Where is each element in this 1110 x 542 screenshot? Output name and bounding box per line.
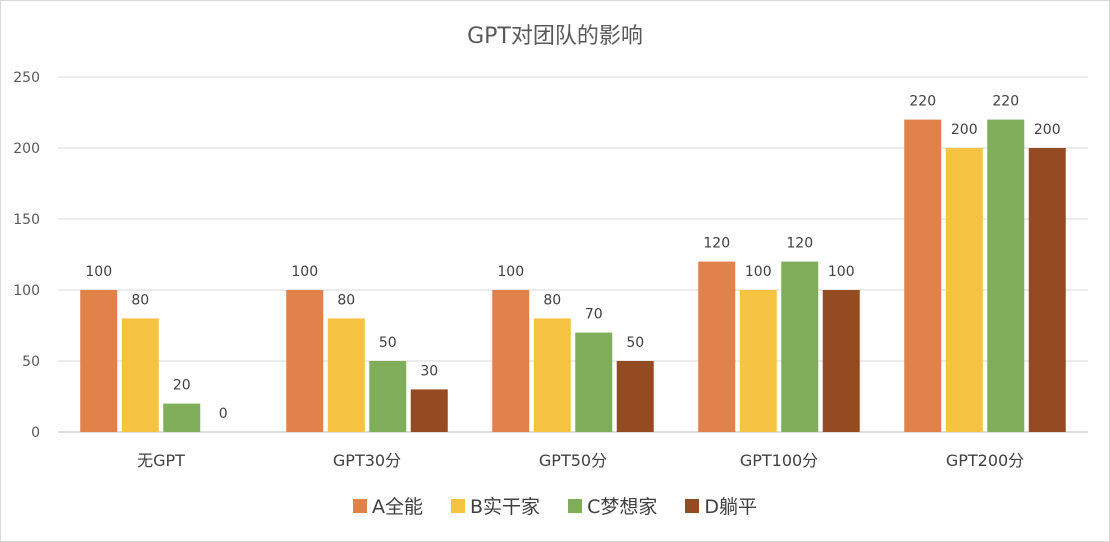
legend-item: D躺平 <box>685 492 757 519</box>
y-tick-label: 50 <box>22 354 40 370</box>
legend-swatch <box>685 498 700 513</box>
bar <box>575 332 613 432</box>
x-category-label: GPT100分 <box>740 451 818 470</box>
data-label: 20 <box>173 378 191 394</box>
data-label: 70 <box>585 307 603 323</box>
legend-swatch <box>353 498 368 513</box>
y-tick-label: 200 <box>13 141 40 157</box>
data-label: 50 <box>626 335 644 351</box>
data-label: 220 <box>992 94 1019 110</box>
y-tick-label: 100 <box>13 283 40 299</box>
data-label: 200 <box>1034 122 1061 138</box>
data-label: 120 <box>786 236 813 252</box>
bar <box>945 148 983 432</box>
data-label: 220 <box>909 94 936 110</box>
data-label: 0 <box>219 406 228 422</box>
y-tick-label: 0 <box>31 425 40 441</box>
x-category-label: GPT50分 <box>539 451 607 470</box>
bar <box>121 318 159 432</box>
bar <box>80 290 118 432</box>
legend-label: A全能 <box>372 496 424 518</box>
bar <box>781 261 819 432</box>
x-category-label: GPT200分 <box>946 451 1024 470</box>
legend-swatch <box>451 498 466 513</box>
data-label: 200 <box>951 122 978 138</box>
data-label: 80 <box>131 292 149 308</box>
data-label: 100 <box>828 264 855 280</box>
data-label: 100 <box>291 264 318 280</box>
bar <box>533 318 571 432</box>
y-tick-label: 250 <box>13 70 40 86</box>
legend-item: C梦想家 <box>568 492 657 519</box>
bar <box>822 290 860 432</box>
legend-label: D躺平 <box>704 496 757 518</box>
legend-label: B实干家 <box>470 496 541 518</box>
chart-title: GPT对团队的影响 <box>467 24 643 49</box>
bar <box>616 361 654 432</box>
bar <box>327 318 365 432</box>
data-label: 80 <box>543 292 561 308</box>
data-label: 50 <box>379 335 397 351</box>
legend-item: B实干家 <box>451 492 540 519</box>
data-label: 100 <box>497 264 524 280</box>
bar <box>369 361 407 432</box>
x-category-label: 无GPT <box>137 451 185 470</box>
data-label: 100 <box>85 264 112 280</box>
data-label: 100 <box>745 264 772 280</box>
bar <box>286 290 324 432</box>
legend-item: A全能 <box>353 492 423 519</box>
bar <box>904 119 942 432</box>
bar <box>1028 148 1066 432</box>
bar <box>739 290 777 432</box>
data-label: 30 <box>420 363 438 379</box>
legend: A全能 B实干家 C梦想家 D躺平 <box>0 492 1110 519</box>
bar <box>163 403 201 432</box>
data-label: 120 <box>703 236 730 252</box>
legend-label: C梦想家 <box>587 496 658 518</box>
bar <box>410 389 448 432</box>
bar <box>698 261 736 432</box>
bar <box>987 119 1025 432</box>
bar <box>492 290 530 432</box>
data-label: 80 <box>337 292 355 308</box>
legend-swatch <box>568 498 583 513</box>
y-tick-label: 150 <box>13 212 40 228</box>
x-category-label: GPT30分 <box>333 451 401 470</box>
